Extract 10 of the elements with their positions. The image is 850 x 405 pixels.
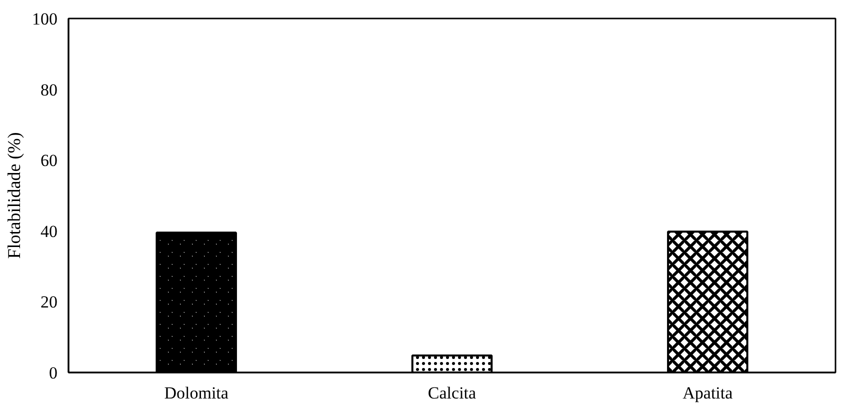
x-tick-label: Apatita <box>682 384 734 402</box>
y-tick-label: 20 <box>40 292 58 312</box>
y-tick-label: 40 <box>40 222 58 241</box>
x-tick-label: Calcita <box>428 384 477 402</box>
x-tick-label: Dolomita <box>164 384 229 402</box>
y-axis-title: Flotabilidade (%) <box>4 132 24 259</box>
y-tick-label: 80 <box>40 80 58 100</box>
y-tick-label: 100 <box>32 10 58 28</box>
y-tick-label: 60 <box>40 151 58 170</box>
y-tick-label: 0 <box>49 364 58 382</box>
